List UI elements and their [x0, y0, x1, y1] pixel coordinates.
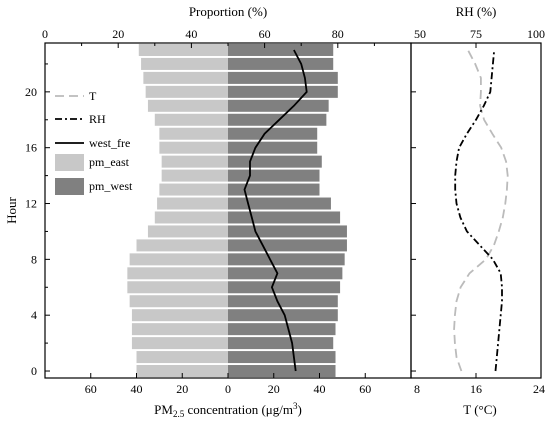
pm-east-bar: [131, 323, 228, 336]
pm-west-bar: [228, 239, 347, 252]
pm-east-bar: [136, 351, 228, 364]
pm-west-bar: [228, 337, 334, 350]
pm-east-bar: [131, 309, 228, 322]
x-top-tick-label: 20: [112, 27, 124, 41]
pm-west-bar: [228, 113, 327, 126]
t-tick-label: 24: [533, 382, 545, 396]
y-tick-label: 16: [25, 141, 37, 155]
pm-west-bar: [228, 197, 331, 210]
pm-east-bar: [145, 85, 228, 98]
pm-east-bar: [129, 295, 228, 308]
pm-east-bar: [157, 197, 228, 210]
legend-label: west_fre: [89, 136, 130, 150]
pm-east-bar: [129, 253, 228, 266]
y-tick-label: 12: [25, 197, 37, 211]
legend-swatch: [55, 178, 84, 195]
pm-east-bar: [136, 365, 228, 378]
y-tick-label: 0: [31, 364, 37, 378]
plot-frame-right: [410, 42, 542, 379]
pm-east-bar: [159, 127, 228, 140]
legend-label: pm_east: [89, 155, 130, 169]
pm-west-bar: [228, 281, 341, 294]
t-tick-label: 16: [470, 382, 482, 396]
pm-east-bar: [147, 99, 228, 112]
pm-east-bar: [154, 211, 228, 224]
x-bottom-tick-label: 40: [314, 382, 326, 396]
pm-east-bar: [159, 183, 228, 196]
pm-east-bar: [154, 113, 228, 126]
pm-east-bar: [147, 225, 228, 238]
pm-west-bar: [228, 295, 338, 308]
x-bottom-tick-label: 20: [268, 382, 280, 396]
pm-west-bar: [228, 211, 341, 224]
legend-label: T: [89, 89, 97, 103]
pm-west-bar: [228, 71, 338, 84]
pm-east-bar: [159, 141, 228, 154]
pm-west-bar: [228, 169, 320, 182]
pm-west-bar: [228, 57, 334, 70]
pm-west-bar: [228, 43, 334, 56]
legend-label: pm_west: [89, 179, 133, 193]
pm-west-bar: [228, 127, 318, 140]
x-top-tick-label: 0: [42, 27, 48, 41]
y-tick-label: 4: [31, 308, 37, 322]
rh-line: [454, 49, 503, 372]
pm-east-bar: [143, 71, 228, 84]
x-top-tick-label: 40: [185, 27, 197, 41]
pm-west-bar: [228, 141, 318, 154]
rh-tick-label: 100: [527, 27, 545, 41]
x-bottom-tick-label: 0: [225, 382, 231, 396]
x-top-tick-label: 60: [259, 27, 271, 41]
pm-west-bar: [228, 225, 347, 238]
legend-label: RH: [89, 112, 106, 126]
legend-swatch: [55, 154, 84, 171]
rh-axis-title: RH (%): [456, 4, 497, 19]
pm-east-bar: [141, 57, 228, 70]
pm-west-bar: [228, 323, 336, 336]
x-bottom-tick-label: 20: [176, 382, 188, 396]
y-tick-label: 8: [31, 252, 37, 266]
t-axis-title: T (°C): [463, 402, 496, 417]
pm-east-bar: [136, 239, 228, 252]
rh-tick-label: 50: [414, 27, 426, 41]
main-panel: 60 40 20 0 20 40 60 0 20 40 60 80 0 4 8 12 16 20 Proportio…: [4, 4, 412, 419]
pm-west-bar: [228, 309, 338, 322]
pm-west-bar: [228, 267, 343, 280]
y-tick-label: 20: [25, 85, 37, 99]
pm-east-bar: [127, 281, 228, 294]
weather-panel: 50 75 100 8 16 24 RH (%) T (°C): [410, 4, 545, 417]
pm-west-bar: [228, 155, 322, 168]
pm-west-bar: [228, 99, 329, 112]
pm-west-bar: [228, 85, 338, 98]
x-bottom-tick-label: 60: [85, 382, 97, 396]
x-bottom-tick-label: 60: [359, 382, 371, 396]
pm-east-bar: [138, 43, 228, 56]
pm-west-bar: [228, 253, 345, 266]
pm-west-bar: [228, 351, 336, 364]
temperature-line: [453, 49, 509, 372]
rh-tick-label: 75: [470, 27, 482, 41]
west-fre-line: [243, 49, 308, 372]
pm-east-bar: [131, 337, 228, 350]
y-axis-title: Hour: [4, 196, 19, 223]
x-top-axis-title: Proportion (%): [189, 4, 267, 19]
x-top-tick-label: 80: [332, 27, 344, 41]
t-tick-label: 8: [414, 382, 420, 396]
pm-west-bar: [228, 183, 320, 196]
pm-west-bar: [228, 365, 336, 378]
pm-east-bar: [161, 169, 228, 182]
pm-east-bar: [161, 155, 228, 168]
x-bottom-tick-label: 40: [131, 382, 143, 396]
pm-east-bar: [127, 267, 228, 280]
x-bottom-axis-title: PM2.5 concentration (μg/m3): [154, 401, 302, 419]
